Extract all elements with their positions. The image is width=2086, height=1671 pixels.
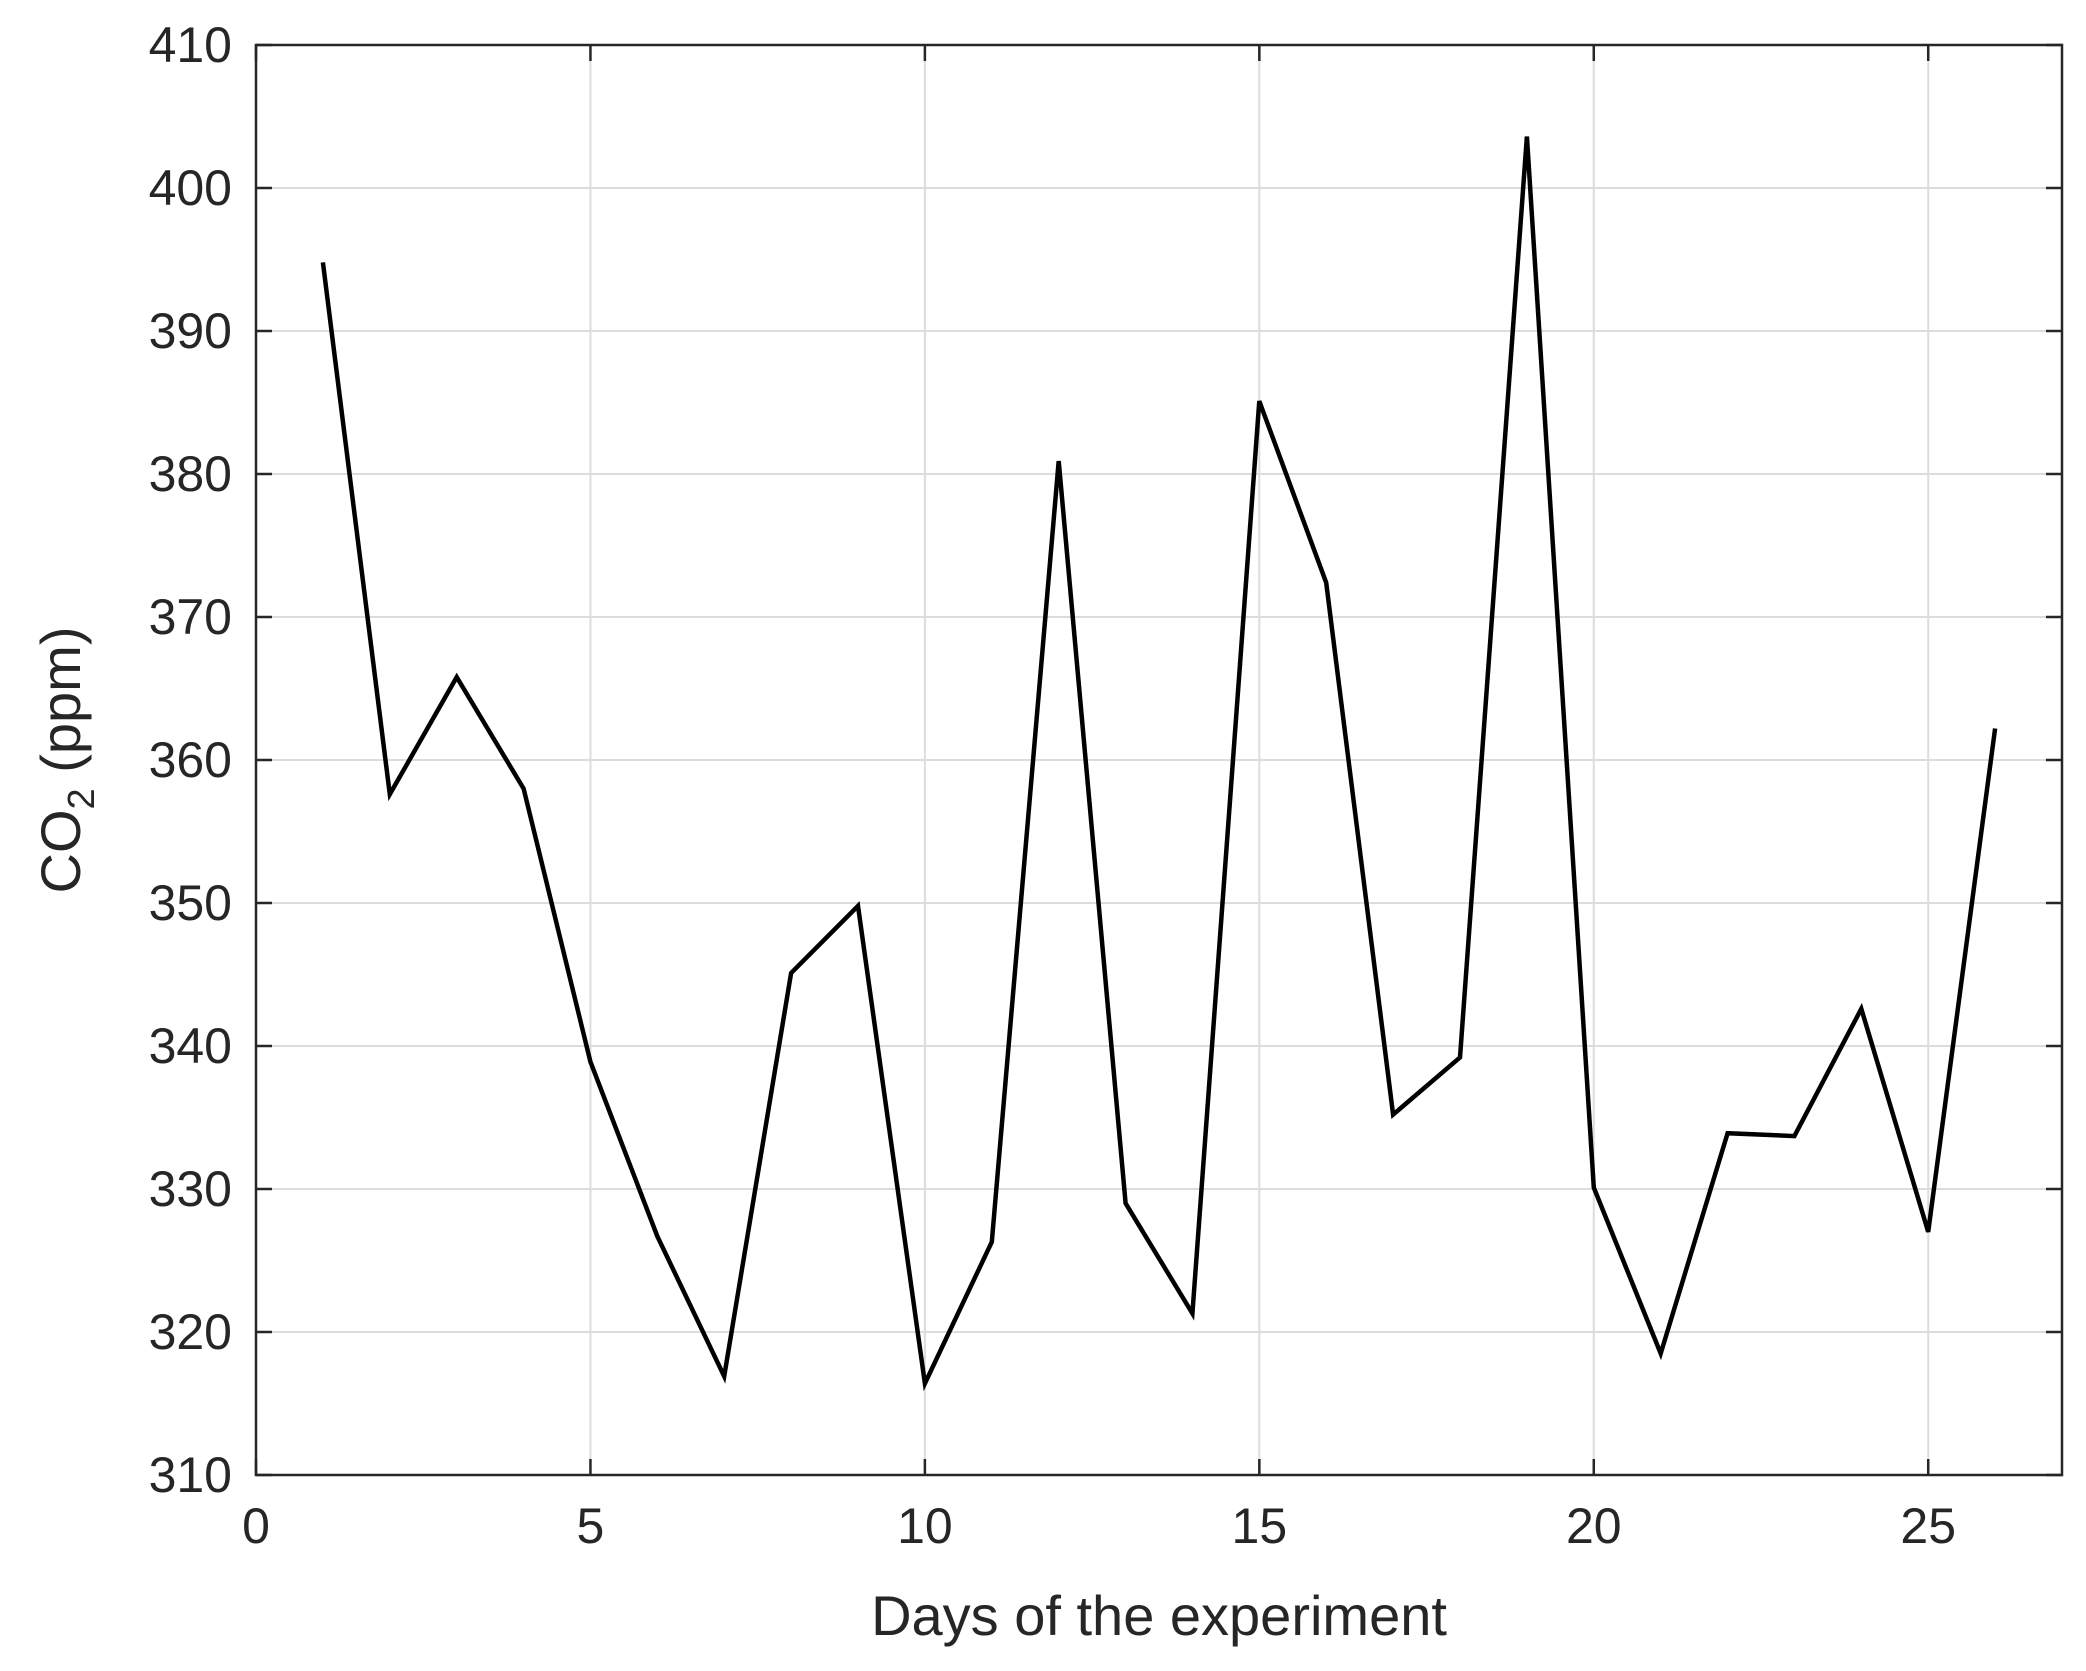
- series-line: [320, 136, 1998, 1392]
- y-tick-label: 310: [149, 1447, 232, 1503]
- x-tick-label: 10: [897, 1498, 953, 1554]
- x-tick-label: 15: [1232, 1498, 1288, 1554]
- y-tick-label: 390: [149, 303, 232, 359]
- x-tick-label: 0: [242, 1498, 270, 1554]
- x-axis-label: Days of the experiment: [871, 1584, 1447, 1647]
- y-tick-labels: 310 320 330 340 350 360 370 380 390 400 410: [149, 17, 232, 1503]
- y-tick-label: 380: [149, 446, 232, 502]
- y-axis-label: CO2 (ppm): [29, 627, 103, 894]
- grid: [256, 45, 2062, 1475]
- x-tick-label: 20: [1566, 1498, 1622, 1554]
- y-axis-label-suffix: (ppm): [29, 627, 92, 789]
- y-tick-label: 410: [149, 17, 232, 73]
- y-tick-label: 350: [149, 875, 232, 931]
- y-tick-label: 330: [149, 1161, 232, 1217]
- y-tick-label: 370: [149, 589, 232, 645]
- x-tick-labels: 0 5 10 15 20 25: [242, 1498, 1956, 1554]
- y-tick-label: 340: [149, 1018, 232, 1074]
- series-layer: [320, 136, 1998, 1392]
- x-tick-label: 5: [577, 1498, 605, 1554]
- y-axis-label-subscript: 2: [61, 788, 103, 809]
- x-tick-label: 25: [1900, 1498, 1956, 1554]
- y-tick-label: 320: [149, 1304, 232, 1360]
- y-axis-label-prefix: CO: [29, 809, 92, 893]
- y-tick-label: 400: [149, 160, 232, 216]
- ticks: [254, 43, 2062, 1477]
- y-tick-label: 360: [149, 732, 232, 788]
